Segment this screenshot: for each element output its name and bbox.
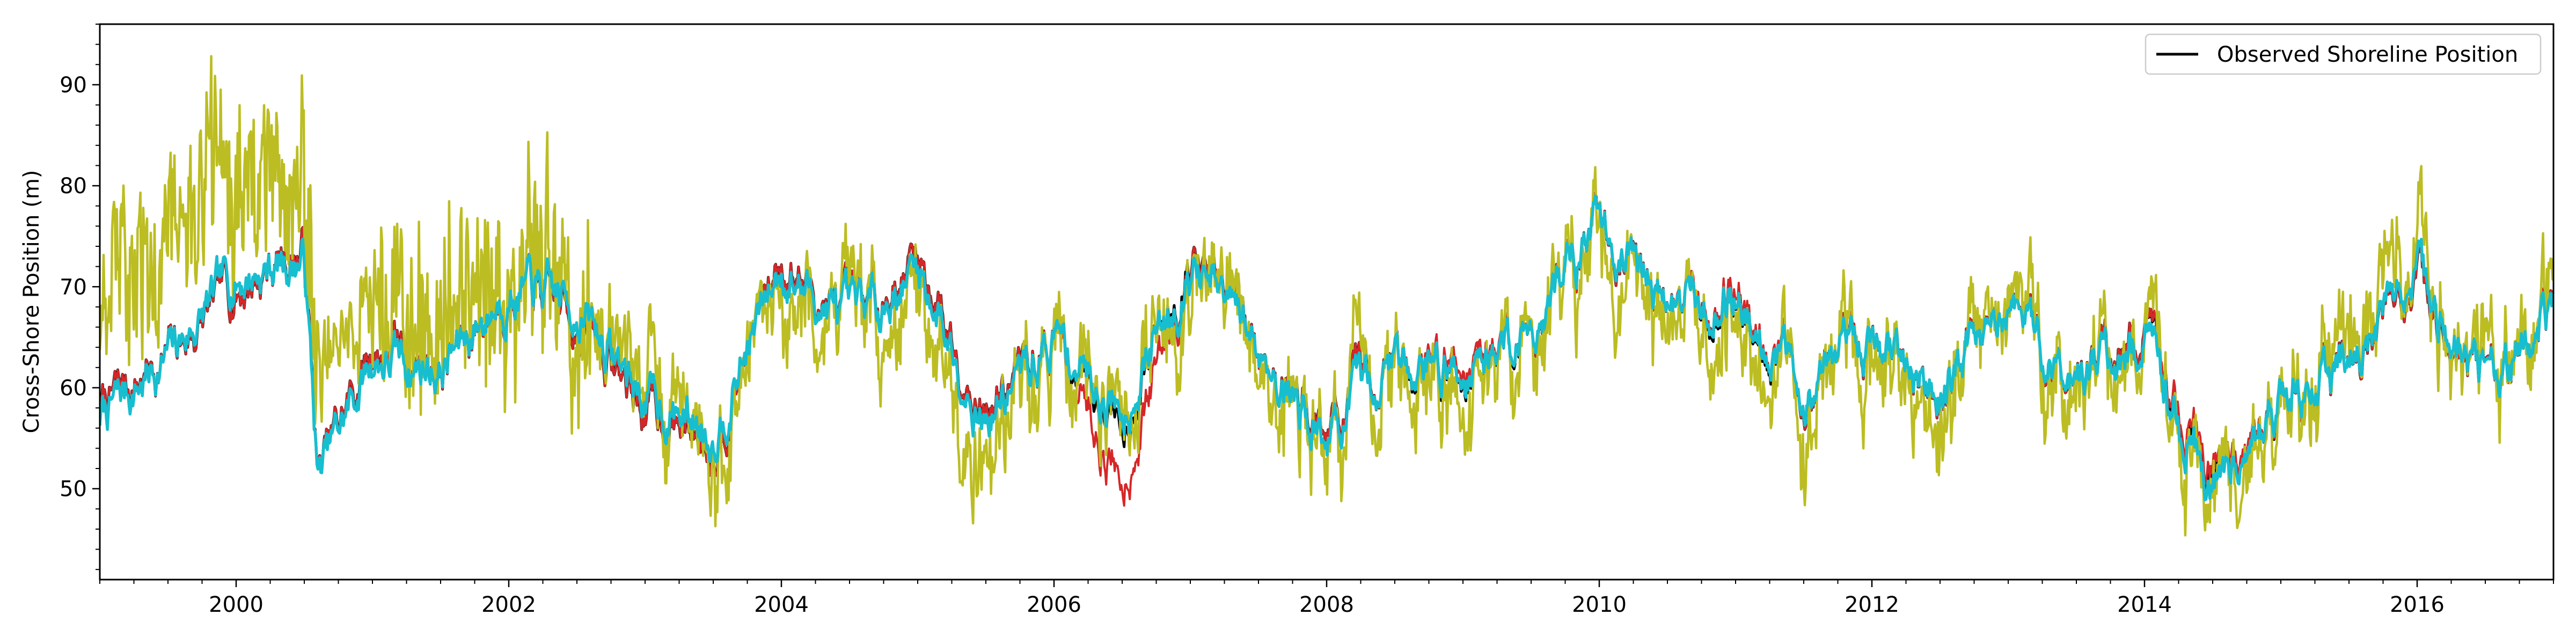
y-axis-title: Cross-Shore Position (m): [19, 170, 44, 434]
y-tick-label: 90: [60, 73, 87, 98]
y-tick-label: 50: [60, 477, 87, 502]
x-tick-label: 2000: [209, 592, 264, 617]
x-tick-label: 2012: [1845, 592, 1899, 617]
x-axis: 2000 2002 2004 2006 2008 2010 2012 2014 2016: [99, 580, 2554, 617]
legend-label-observed: Observed Shoreline Position: [2217, 42, 2518, 67]
x-tick-label: 2016: [2390, 592, 2445, 617]
y-tick-label: 70: [60, 275, 87, 299]
y-tick-label: 60: [60, 376, 87, 400]
legend: Observed Shoreline Position: [2145, 33, 2542, 75]
x-tick-label: 2008: [1299, 592, 1354, 617]
x-tick-label: 2006: [1027, 592, 1081, 617]
x-tick-label: 2014: [2117, 592, 2172, 617]
x-tick-label: 2002: [481, 592, 536, 617]
series-layer: [100, 55, 2553, 537]
y-tick-label: 80: [60, 174, 87, 199]
x-tick-label: 2010: [1572, 592, 1627, 617]
x-tick-label: 2004: [754, 592, 809, 617]
y-axis: 50 60 70 80 90: [60, 24, 100, 570]
legend-box: [2145, 33, 2542, 75]
series-line-cyan: [100, 194, 2553, 502]
